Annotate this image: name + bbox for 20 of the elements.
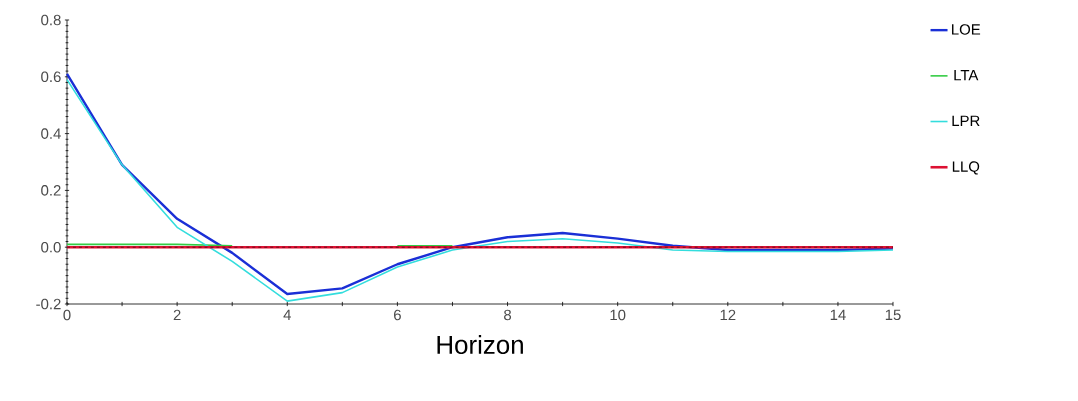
x-tick-label: 12 <box>720 309 736 321</box>
y-tick-label: 0.2 <box>41 185 61 196</box>
y-tick-label: 0.0 <box>41 241 61 253</box>
y-tick-label: -0.2 <box>36 298 61 310</box>
x-axis-title: Horizon <box>437 335 523 355</box>
x-tick-label: 10 <box>610 309 626 321</box>
x-tick-label: 15 <box>885 309 901 321</box>
x-tick-label: 6 <box>394 309 401 321</box>
x-tick-label: 8 <box>504 309 512 321</box>
x-tick-label: 2 <box>173 309 181 321</box>
y-tick-label: 0.6 <box>41 71 61 83</box>
y-tick-label: 0.8 <box>41 14 61 26</box>
legend-label: LOE <box>952 24 981 35</box>
legend-label: LLQ <box>952 161 980 175</box>
y-tick-label: 0.4 <box>41 128 61 139</box>
x-tick-label: 14 <box>830 309 846 320</box>
x-tick-label: 4 <box>283 309 291 320</box>
legend-label: LPR <box>952 115 980 126</box>
legend-label: LTA <box>954 69 979 81</box>
x-tick-label: 0 <box>63 309 71 321</box>
